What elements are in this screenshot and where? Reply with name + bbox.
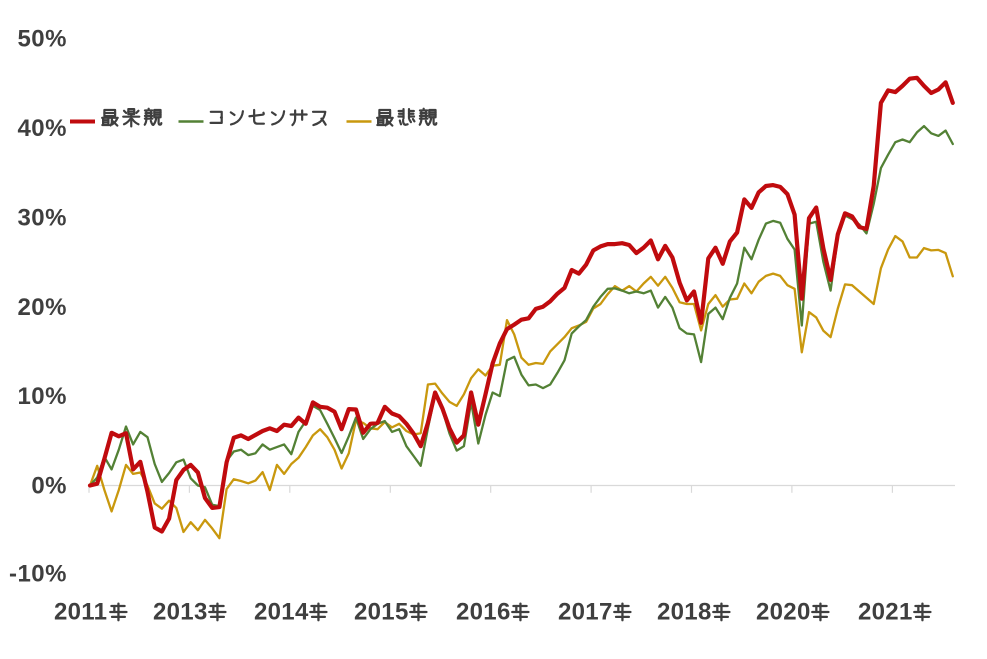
svg-text:2011: 2011 xyxy=(54,599,107,626)
svg-text:30%: 30% xyxy=(17,204,67,231)
svg-text:2016: 2016 xyxy=(456,599,511,626)
svg-text:2017: 2017 xyxy=(558,599,613,626)
svg-text:10%: 10% xyxy=(17,383,67,410)
svg-text:2018: 2018 xyxy=(657,599,712,626)
svg-text:20%: 20% xyxy=(17,294,67,321)
svg-text:40%: 40% xyxy=(17,115,67,142)
svg-text:2021: 2021 xyxy=(858,599,913,626)
svg-text:2014: 2014 xyxy=(254,599,309,626)
svg-text:50%: 50% xyxy=(17,26,67,53)
svg-text:2015: 2015 xyxy=(354,599,409,626)
svg-text:2020: 2020 xyxy=(756,599,811,626)
svg-text:2013: 2013 xyxy=(153,599,208,626)
svg-text:0%: 0% xyxy=(31,473,67,500)
svg-text:-10%: -10% xyxy=(9,561,67,588)
